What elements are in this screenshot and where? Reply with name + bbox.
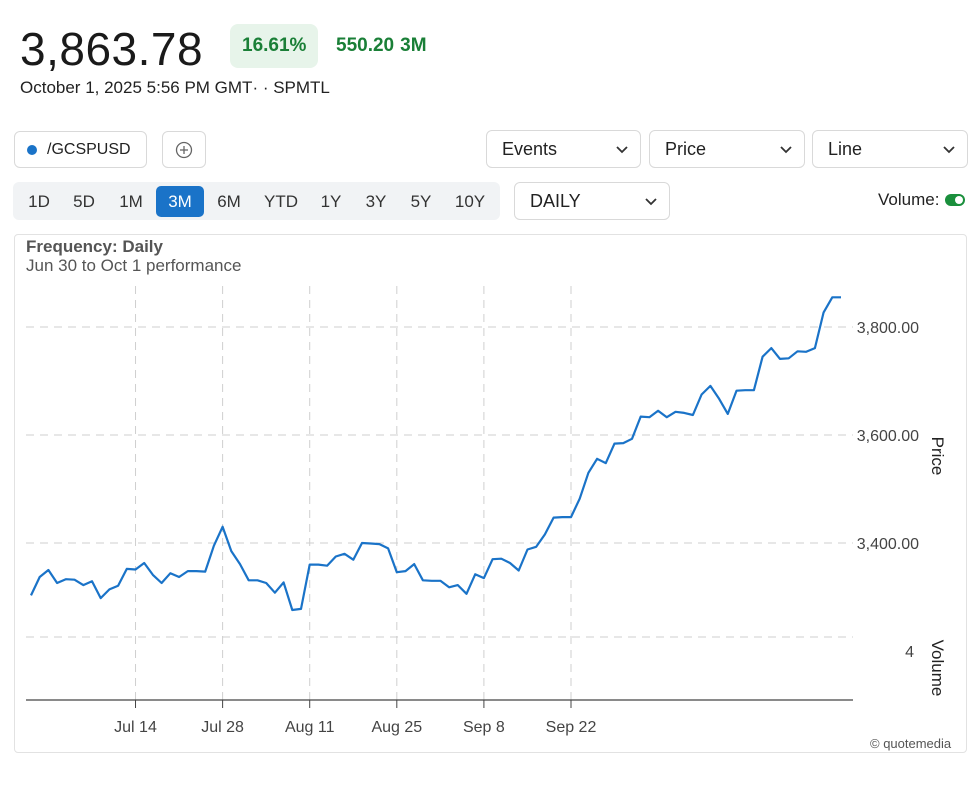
events-dropdown-label: Events	[502, 138, 558, 159]
period-5d[interactable]: 5D	[73, 192, 95, 211]
period-ytd[interactable]: YTD	[264, 192, 298, 211]
series-color-dot	[27, 144, 37, 155]
price-dropdown-label: Price	[665, 138, 707, 159]
frequency-dropdown[interactable]: DAILY	[514, 182, 670, 220]
percent-change-badge: 16.61%	[230, 24, 319, 68]
change-period: 3M	[400, 35, 427, 56]
chart-panel	[14, 234, 967, 753]
period-selector: 1D 5D 1M 3M 6M YTD 1Y 3Y 5Y 10Y	[13, 182, 500, 220]
change-value: 550.20	[336, 35, 395, 56]
chevron-down-icon	[645, 198, 657, 206]
period-3y[interactable]: 3Y	[365, 192, 387, 211]
last-price: 3,863.78	[20, 23, 204, 75]
volume-toggle[interactable]: Volume:	[878, 190, 966, 210]
chevron-down-icon	[616, 146, 628, 154]
performance-label: Jun 30 to Oct 1 performance	[26, 256, 242, 275]
frequency-label: Frequency: Daily	[26, 237, 163, 256]
frequency-dropdown-label: DAILY	[530, 190, 581, 211]
period-10y[interactable]: 10Y	[454, 192, 486, 211]
add-comparison-button[interactable]	[162, 131, 206, 168]
plus-circle-icon	[175, 141, 193, 158]
copyright-notice: © quotemedia	[870, 736, 952, 751]
chart-type-dropdown[interactable]: Line	[812, 130, 968, 168]
period-3m[interactable]: 3M	[156, 186, 204, 217]
quote-timestamp: October 1, 2025 5:56 PM GMT· · SPMTL	[20, 78, 330, 97]
chevron-down-icon	[780, 146, 792, 154]
absolute-change: 550.20 3M	[336, 24, 433, 68]
period-1d[interactable]: 1D	[28, 192, 50, 211]
period-6m[interactable]: 6M	[217, 192, 241, 211]
chevron-down-icon	[943, 146, 955, 154]
events-dropdown[interactable]: Events	[486, 130, 641, 168]
chart-type-label: Line	[828, 138, 863, 159]
period-1m[interactable]: 1M	[119, 192, 143, 211]
symbol-label: /GCSPUSD	[47, 140, 131, 158]
volume-toggle-label: Volume:	[878, 190, 940, 209]
symbol-chip[interactable]: /GCSPUSD	[14, 131, 147, 168]
price-dropdown[interactable]: Price	[649, 130, 805, 168]
period-5y[interactable]: 5Y	[410, 192, 432, 211]
quote-header: 3,863.78 16.61% 550.20 3M October 1, 2025…	[20, 22, 960, 102]
period-1y[interactable]: 1Y	[320, 192, 342, 211]
toggle-switch-icon[interactable]	[945, 194, 966, 206]
